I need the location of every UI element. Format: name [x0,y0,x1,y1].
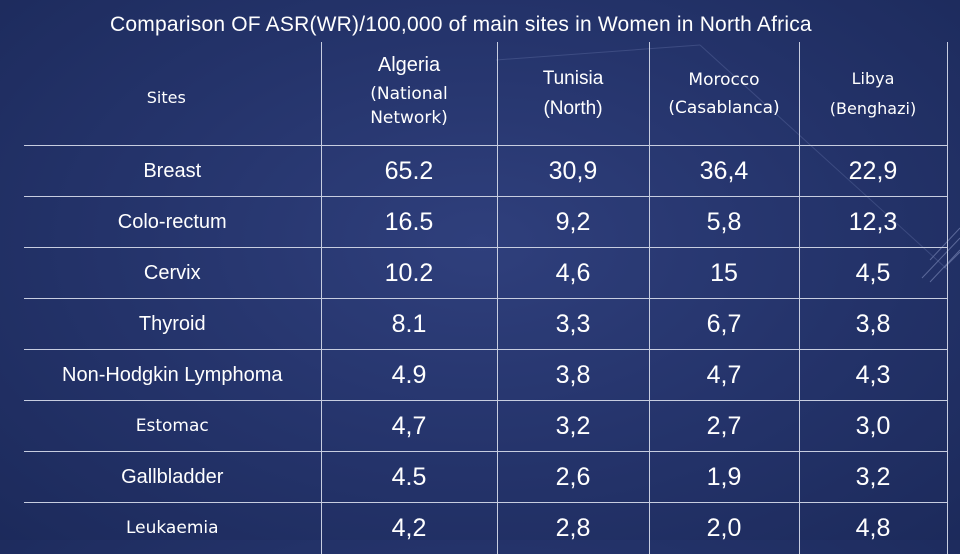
value-cell: 3,0 [798,400,948,452]
header-morocco: Morocco (Casablanca) [648,42,800,146]
value-cell: 2,8 [496,502,650,554]
value-cell: 12,3 [798,196,948,248]
value-cell: 4,6 [496,247,650,299]
value-cell: 3,8 [798,298,948,350]
table-row: Non-Hodgkin Lymphoma 4.9 3,8 4,7 4,3 [24,349,948,401]
site-name: Colo-rectum [24,196,322,248]
value-cell: 4.9 [320,349,498,401]
sites-header: Sites [24,42,322,146]
table-row: Breast 65.2 30,9 36,4 22,9 [24,145,948,197]
value-cell: 4,3 [798,349,948,401]
header-libya: Libya (Benghazi) [798,42,948,146]
table-row: Thyroid 8.1 3,3 6,7 3,8 [24,298,948,350]
incidence-table: Sites Algeria (National Network) Tunisia… [24,42,948,554]
country-region: (National [370,84,448,104]
value-cell: 16.5 [320,196,498,248]
site-name: Breast [24,145,322,197]
site-name: Non-Hodgkin Lymphoma [24,349,322,401]
table-row: Estomac 4,7 3,2 2,7 3,0 [24,400,948,452]
value-cell: 3,2 [798,451,948,503]
site-name: Estomac [24,400,322,452]
value-cell: 3,2 [496,400,650,452]
header-algeria: Algeria (National Network) [320,42,498,146]
value-cell: 22,9 [798,145,948,197]
table-row: Cervix 10.2 4,6 15 4,5 [24,247,948,299]
site-name: Leukaemia [24,502,322,554]
value-cell: 9,2 [496,196,650,248]
site-name: Thyroid [24,298,322,350]
site-name: Gallbladder [24,451,322,503]
table-row: Leukaemia 4,2 2,8 2,0 4,8 [24,502,948,554]
value-cell: 8.1 [320,298,498,350]
value-cell: 2,0 [648,502,800,554]
value-cell: 1,9 [648,451,800,503]
value-cell: 15 [648,247,800,299]
site-name: Cervix [24,247,322,299]
country-name: Morocco [688,69,760,90]
value-cell: 4,2 [320,502,498,554]
value-cell: 3,8 [496,349,650,401]
value-cell: 2,7 [648,400,800,452]
value-cell: 30,9 [496,145,650,197]
value-cell: 3,3 [496,298,650,350]
value-cell: 4,8 [798,502,948,554]
country-region: (Benghazi) [829,98,917,118]
header-tunisia: Tunisia (North) [496,42,650,146]
country-name: Tunisia [542,67,604,89]
value-cell: 5,8 [648,196,800,248]
value-cell: 6,7 [648,298,800,350]
country-region: Network) [370,108,448,128]
value-cell: 4,5 [798,247,948,299]
slide-title: Comparison OF ASR(WR)/100,000 of main si… [110,13,812,36]
country-name: Libya [851,68,895,88]
value-cell: 65.2 [320,145,498,197]
value-cell: 4,7 [320,400,498,452]
value-cell: 36,4 [648,145,800,197]
country-region: (North) [543,97,603,119]
value-cell: 4.5 [320,451,498,503]
value-cell: 10.2 [320,247,498,299]
value-cell: 2,6 [496,451,650,503]
value-cell: 4,7 [648,349,800,401]
country-region: (Casablanca) [668,97,780,118]
country-name: Algeria [377,54,441,76]
table-row: Gallbladder 4.5 2,6 1,9 3,2 [24,451,948,503]
table-row: Colo-rectum 16.5 9,2 5,8 12,3 [24,196,948,248]
header-row: Sites Algeria (National Network) Tunisia… [24,42,948,146]
